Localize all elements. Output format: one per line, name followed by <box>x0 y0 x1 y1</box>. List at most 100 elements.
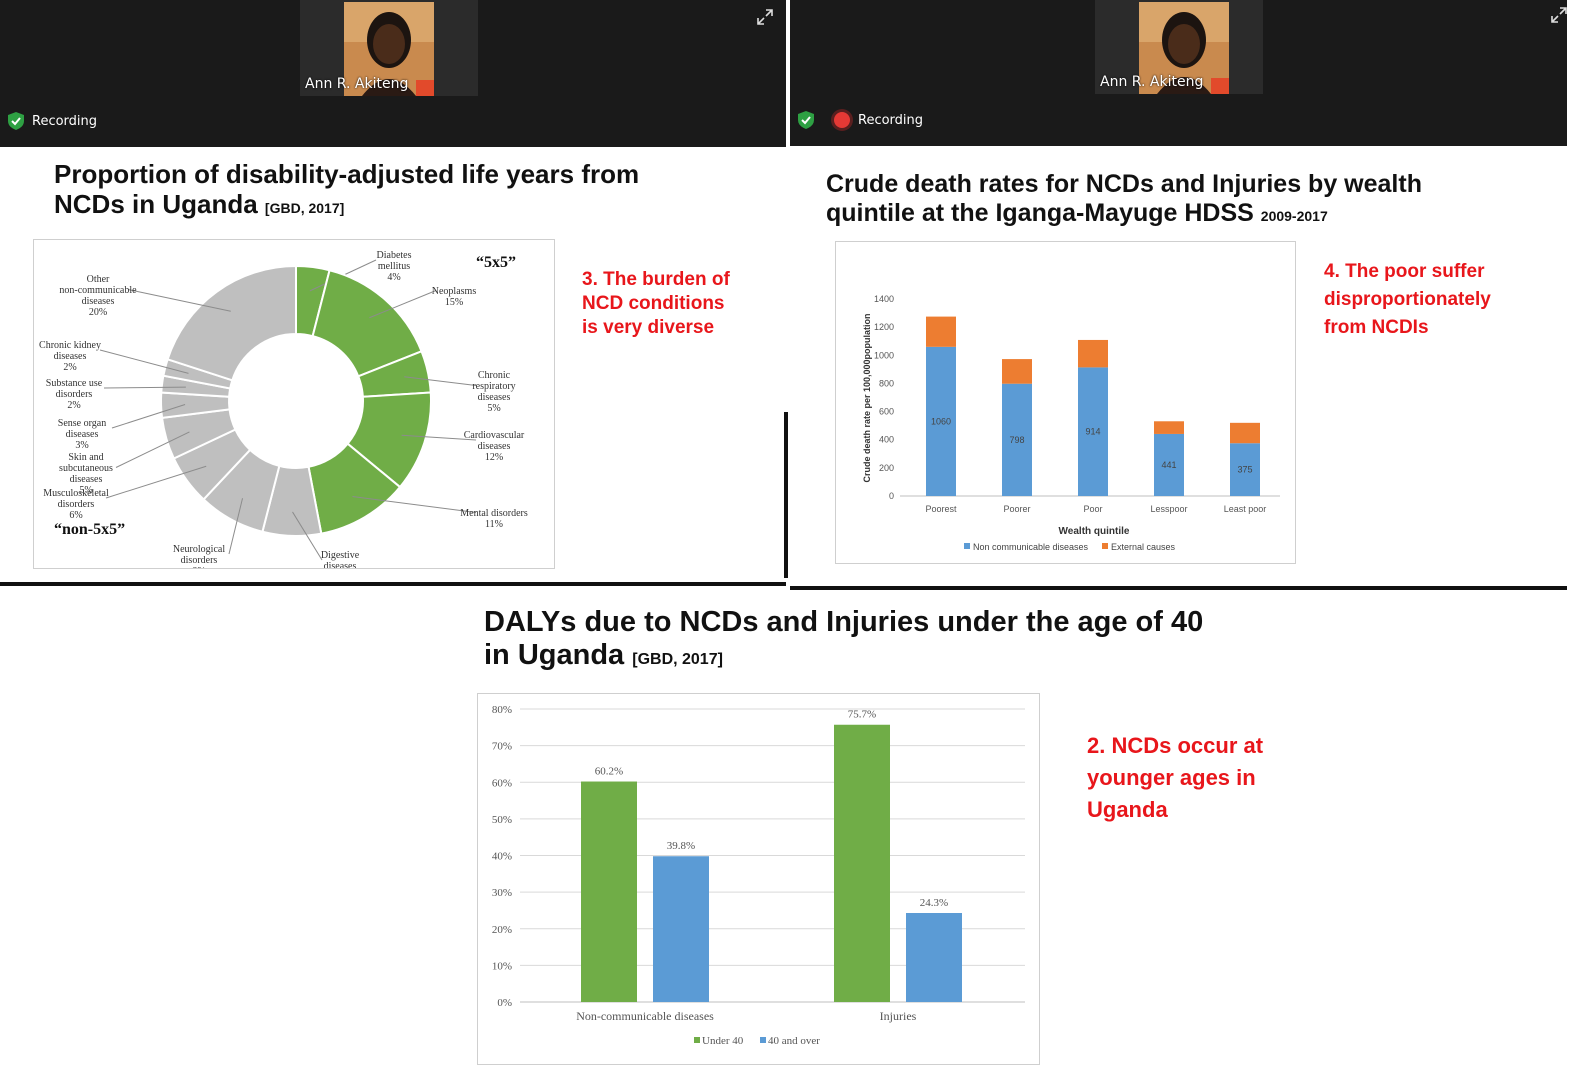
bottom-share-panel: DALYs due to NCDs and Injuries under the… <box>0 590 1591 1078</box>
slide-note: 2. NCDs occur at younger ages in Uganda <box>1087 730 1263 826</box>
legend-label-under-40: Under 40 <box>702 1035 744 1047</box>
slice-label: Substance use <box>46 378 103 389</box>
video-strip-left: Ann R. Akiteng Recording <box>0 0 786 147</box>
stacked-bar-chart: 0 200 400 600 800 1000 1200 1400 1060 Poorest 798 P… <box>862 294 1280 552</box>
slice-value-label: 20% <box>89 307 107 318</box>
slide-title: Crude death rates for NCDs and Injuries … <box>826 170 1422 228</box>
panel-divider-vertical <box>784 412 788 578</box>
slice-label: subcutaneous <box>59 463 113 474</box>
leader-line <box>401 434 477 441</box>
slide-note: 3. The burden of NCD conditions is very … <box>582 268 730 340</box>
leader-line <box>352 496 477 513</box>
slice-label: Neoplasms <box>432 286 477 297</box>
slice-label: Chronic kidney <box>39 340 101 351</box>
bar-data-label: 441 <box>1161 460 1176 470</box>
x-tick-label: Poorest <box>925 504 957 514</box>
participant-video-tile[interactable]: Ann R. Akiteng <box>1095 0 1263 94</box>
slice-value-label: 2% <box>67 400 80 411</box>
bar-external <box>1078 339 1108 368</box>
recording-label: Recording <box>858 112 924 128</box>
bar-data-label: 24.3% <box>920 897 948 909</box>
bar-data-label: 914 <box>1085 427 1100 437</box>
note-line-1: 2. NCDs occur at <box>1087 733 1264 758</box>
note-line-2: younger ages in <box>1087 765 1256 790</box>
video-strip-right: Ann R. Akiteng Recording <box>790 0 1567 146</box>
slice-label: diseases <box>66 429 99 440</box>
participant-name: Ann R. Akiteng <box>1100 74 1204 90</box>
legend-swatch-40-and-over <box>760 1037 766 1043</box>
recording-indicator[interactable]: Recording <box>8 112 97 130</box>
slice-label: Sense organ <box>58 418 106 429</box>
bar-ncd <box>926 346 956 496</box>
tag-non-5x5: “non-5x5” <box>54 521 125 538</box>
right-share-panel: Ann R. Akiteng Recording Crude death rat… <box>790 0 1591 590</box>
title-line-1: Proportion of disability-adjusted life y… <box>54 159 640 189</box>
slice-label: Skin and <box>68 452 103 463</box>
slice-label: Chronic <box>478 370 511 381</box>
y-tick-label: 10% <box>492 960 512 972</box>
leader-line <box>105 465 207 499</box>
slice-value-label: 2% <box>63 362 76 373</box>
title-line-1: Crude death rates for NCDs and Injuries … <box>826 170 1422 198</box>
slide-title: DALYs due to NCDs and Injuries under the… <box>484 606 1203 673</box>
grouped-chart-frame: 0% 10% 20% 30% 40% 50% 60% 70% 80% 60.2% 39.8% Non-… <box>477 693 1040 1065</box>
y-tick-label: 80% <box>492 704 512 716</box>
slice-label: diseases <box>82 296 115 307</box>
expand-icon[interactable] <box>756 8 774 26</box>
slice-label: Musculoskeletal <box>43 488 109 499</box>
bar-under-40 <box>834 724 890 1002</box>
slice-value-label: 5% <box>79 485 92 496</box>
note-line-3: from NCDIs <box>1324 317 1429 338</box>
slice-label: diseases <box>70 474 103 485</box>
participant-avatar <box>1139 2 1229 94</box>
expand-icon[interactable] <box>1550 6 1568 24</box>
bar-data-label: 39.8% <box>667 840 695 852</box>
bar-under-40 <box>581 781 637 1002</box>
bar-40-and-over <box>653 856 709 1002</box>
left-share-panel: Ann R. Akiteng Recording Proportion of d… <box>0 0 786 586</box>
bar-data-label: 1060 <box>931 416 951 426</box>
recording-label: Recording <box>32 113 98 129</box>
recording-indicator[interactable]: Recording <box>798 111 923 129</box>
leader-line <box>127 289 231 312</box>
bar-external <box>1154 421 1184 434</box>
shield-check-icon <box>8 112 24 130</box>
y-tick-label: 800 <box>879 378 894 388</box>
y-tick-label: 30% <box>492 887 512 899</box>
x-tick-label: Non-communicable diseases <box>576 1009 714 1023</box>
leader-line <box>228 498 244 555</box>
panel-divider-left <box>0 582 786 586</box>
participant-video-tile[interactable]: Ann R. Akiteng <box>300 0 478 96</box>
legend-swatch-ncd <box>964 543 970 549</box>
note-line-1: 4. The poor suffer <box>1324 261 1485 282</box>
record-dot-icon <box>834 112 850 128</box>
bar-ncd <box>1078 367 1108 496</box>
participant-name: Ann R. Akiteng <box>305 76 409 92</box>
note-line-1: 3. The burden of <box>582 269 730 290</box>
bar-40-and-over <box>906 913 962 1002</box>
slice-label: Diabetes <box>377 250 412 261</box>
bar-external <box>1002 359 1032 384</box>
title-line-2: NCDs in Uganda [GBD, 2017] <box>54 188 345 219</box>
bar-data-label: 60.2% <box>595 766 623 778</box>
slice-label: Digestive <box>321 550 360 561</box>
leader-line <box>103 386 186 389</box>
y-tick-label: 1400 <box>874 294 894 304</box>
bar-external <box>926 316 956 347</box>
slice-label: Other <box>87 274 110 285</box>
panel-divider-right <box>790 586 1567 590</box>
shield-check-icon <box>798 111 814 129</box>
leader-line <box>369 290 437 319</box>
slice-label: Mental disorders <box>460 508 528 519</box>
slice-value-label: 4% <box>387 272 400 283</box>
note-line-2: NCD conditions <box>582 293 725 314</box>
donut-slice <box>166 264 297 382</box>
leader-line <box>115 431 190 468</box>
tag-5x5: “5x5” <box>476 254 516 271</box>
y-tick-label: 0% <box>497 997 512 1009</box>
slice-value-label: 12% <box>485 452 503 463</box>
x-axis-title: Wealth quintile <box>1059 526 1130 537</box>
slice-label: Cardiovascular <box>464 430 525 441</box>
donut-chart-frame: Diabetes mellitus 4% Neoplasms 15% Chronic res… <box>33 239 555 569</box>
